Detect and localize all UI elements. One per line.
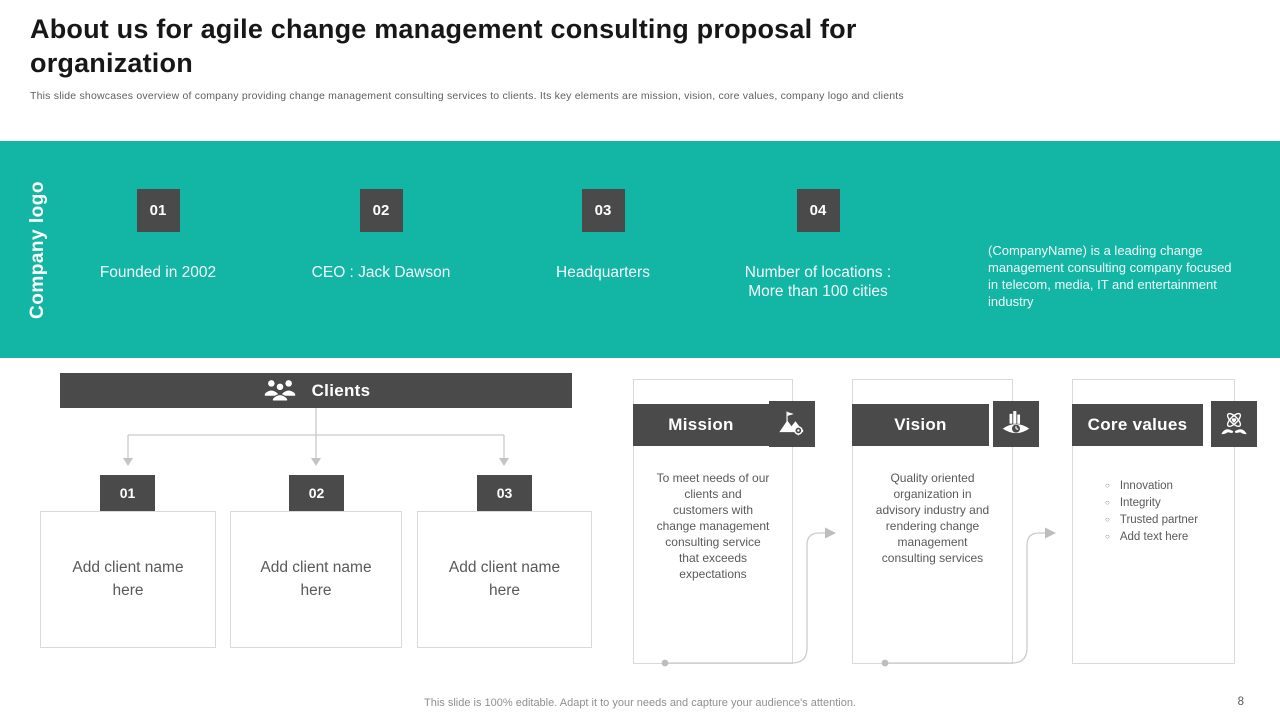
core-value-item: Trusted partner	[1105, 512, 1226, 529]
stat-number-badge: 02	[359, 189, 403, 232]
core-values-icon-box	[1211, 401, 1257, 447]
core-value-item: Innovation	[1105, 478, 1226, 495]
client-number-tab: 01	[100, 475, 155, 512]
mission-body: To meet needs of our clients and custome…	[656, 471, 770, 582]
company-overview-band: Company logo 01 Founded in 2002 02 CEO :…	[0, 141, 1280, 358]
client-card-text: Add client name here	[448, 559, 561, 599]
client-number-tab: 03	[477, 475, 532, 512]
mission-card[interactable]: Mission To meet needs of our clients and…	[633, 379, 815, 664]
hands-atom-icon	[1221, 412, 1247, 435]
stat-ceo[interactable]: 02 CEO : Jack Dawson	[281, 141, 481, 282]
mission-title: Mission	[668, 415, 734, 434]
core-value-item: Add text here	[1105, 529, 1226, 546]
flow-connectors	[661, 527, 1056, 667]
stat-label: CEO : Jack Dawson	[311, 264, 451, 281]
stat-label: Founded in 2002	[99, 264, 217, 281]
client-card-3[interactable]: Add client name here	[417, 511, 592, 648]
client-card-text: Add client name here	[72, 559, 184, 599]
client-card-text: Add client name here	[260, 559, 372, 599]
client-card-2[interactable]: Add client name here	[230, 511, 402, 648]
client-number-tab: 02	[289, 475, 344, 512]
core-values-list: Innovation Integrity Trusted partner Add…	[1081, 478, 1226, 546]
company-description: (CompanyName) is a leading change manage…	[988, 243, 1232, 310]
core-values-title: Core values	[1087, 415, 1188, 434]
client-card-1[interactable]: Add client name here	[40, 511, 216, 648]
vision-title: Vision	[894, 415, 947, 434]
stat-label: Headquarters	[556, 264, 650, 281]
stat-number-badge: 03	[581, 189, 625, 232]
core-values-body: Innovation Integrity Trusted partner Add…	[1073, 478, 1234, 546]
page-number: 8	[1237, 696, 1244, 708]
flag-mountain-icon	[779, 411, 804, 436]
vision-header-bar: Vision	[852, 404, 989, 446]
eye-clock-icon	[1002, 411, 1030, 434]
clients-header-label: Clients	[311, 380, 371, 400]
mission-header-bar: Mission	[633, 404, 769, 446]
footer-note: This slide is 100% editable. Adapt it to…	[424, 697, 856, 709]
vision-card[interactable]: Vision Quality oriented organization in …	[852, 379, 1039, 664]
clients-connector-tree	[123, 408, 509, 466]
core-values-header-bar: Core values	[1072, 404, 1203, 446]
stat-label: Number of locations : More than 100 citi…	[744, 264, 892, 301]
stat-number-badge: 01	[136, 189, 180, 232]
core-value-item: Integrity	[1105, 495, 1226, 512]
page-subtitle: This slide showcases overview of company…	[30, 90, 904, 102]
stat-number-badge: 04	[796, 189, 840, 232]
stat-founded[interactable]: 01 Founded in 2002	[58, 141, 258, 282]
people-group-icon	[264, 380, 295, 402]
vision-body: Quality oriented organization in advisor…	[875, 471, 990, 566]
stat-headquarters[interactable]: 03 Headquarters	[503, 141, 703, 282]
mission-icon-box	[769, 401, 815, 447]
core-values-card[interactable]: Core values Innovation Integrity Trusted…	[1072, 379, 1257, 664]
page-title: About us for agile change management con…	[30, 14, 857, 79]
clients-header-bar[interactable]: Clients	[60, 373, 572, 408]
stat-locations[interactable]: 04 Number of locations : More than 100 c…	[718, 141, 918, 302]
vision-icon-box	[993, 401, 1039, 447]
